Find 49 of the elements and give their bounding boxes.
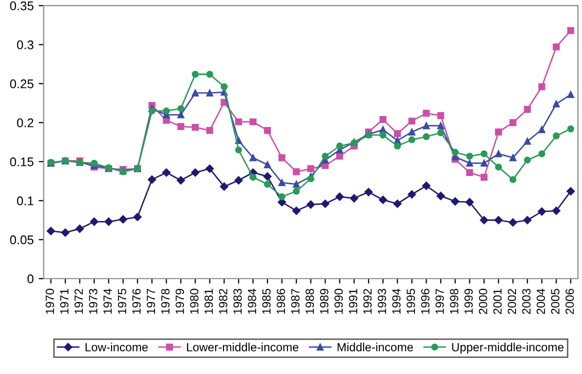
x-tick-label: 2003	[522, 288, 531, 314]
x-tick-label: 1997	[436, 288, 444, 314]
x-tick-label: 1987	[291, 288, 300, 314]
y-tick-label: 0.35	[10, 1, 34, 10]
x-tick-label: 1988	[306, 288, 314, 314]
x-tick-label: 1977	[146, 288, 156, 314]
x-tick-label: 1993	[378, 288, 386, 314]
y-tick-label: 0.05	[10, 235, 34, 244]
x-tick-label: 1984	[248, 288, 256, 314]
x-tick-label: 1980	[190, 288, 198, 314]
y-tick-label: 0.3	[17, 40, 34, 50]
x-tick-label: 2002	[508, 288, 516, 314]
x-tick-label: 2001	[493, 288, 502, 314]
x-tick-label: 1990	[334, 288, 343, 314]
x-tick-label: 2000	[478, 288, 488, 314]
y-tick-label: 0.15	[10, 157, 34, 166]
legend-label: Middle-income	[338, 342, 413, 352]
x-tick-label: 1999	[464, 288, 473, 314]
x-tick-label: 1994	[392, 288, 401, 314]
x-tick-label: 1983	[233, 288, 242, 314]
x-tick-label: 2005	[551, 288, 560, 314]
x-tick-label: 1979	[176, 288, 184, 314]
x-tick-label: 2006	[566, 288, 574, 314]
x-tick-label: 1992	[363, 288, 372, 314]
x-tick-label: 1971	[60, 288, 68, 314]
x-tick-label: 2004	[536, 288, 545, 314]
x-tick-label: 1985	[262, 288, 271, 314]
x-tick-label: 1981	[204, 288, 213, 314]
x-tick-label: 1974	[103, 288, 112, 314]
x-tick-label: 1995	[406, 288, 416, 314]
y-tick-label: 0.1	[17, 196, 34, 206]
x-tick-label: 1978	[161, 288, 170, 314]
legend-label: Low-income	[86, 342, 148, 352]
x-tick-label: 1972	[74, 288, 83, 314]
x-tick-label: 1970	[46, 288, 54, 314]
legend-label: Lower-middle-income	[187, 342, 298, 352]
x-tick-label: 1989	[320, 288, 328, 314]
legend-label: Upper-middle-income	[452, 342, 564, 354]
x-tick-label: 1973	[89, 288, 98, 314]
x-tick-label: 1998	[450, 288, 458, 314]
x-tick-label: 1991	[348, 288, 358, 314]
y-tick-label: 0.2	[17, 118, 34, 128]
x-tick-label: 1996	[421, 288, 430, 314]
x-tick-label: 1975	[118, 288, 126, 314]
x-tick-label: 1976	[132, 288, 141, 314]
x-tick-label: 1982	[218, 288, 228, 314]
y-tick-label: 0.25	[10, 79, 34, 88]
x-tick-label: 1986	[276, 288, 286, 314]
y-tick-label: 0	[27, 274, 34, 284]
